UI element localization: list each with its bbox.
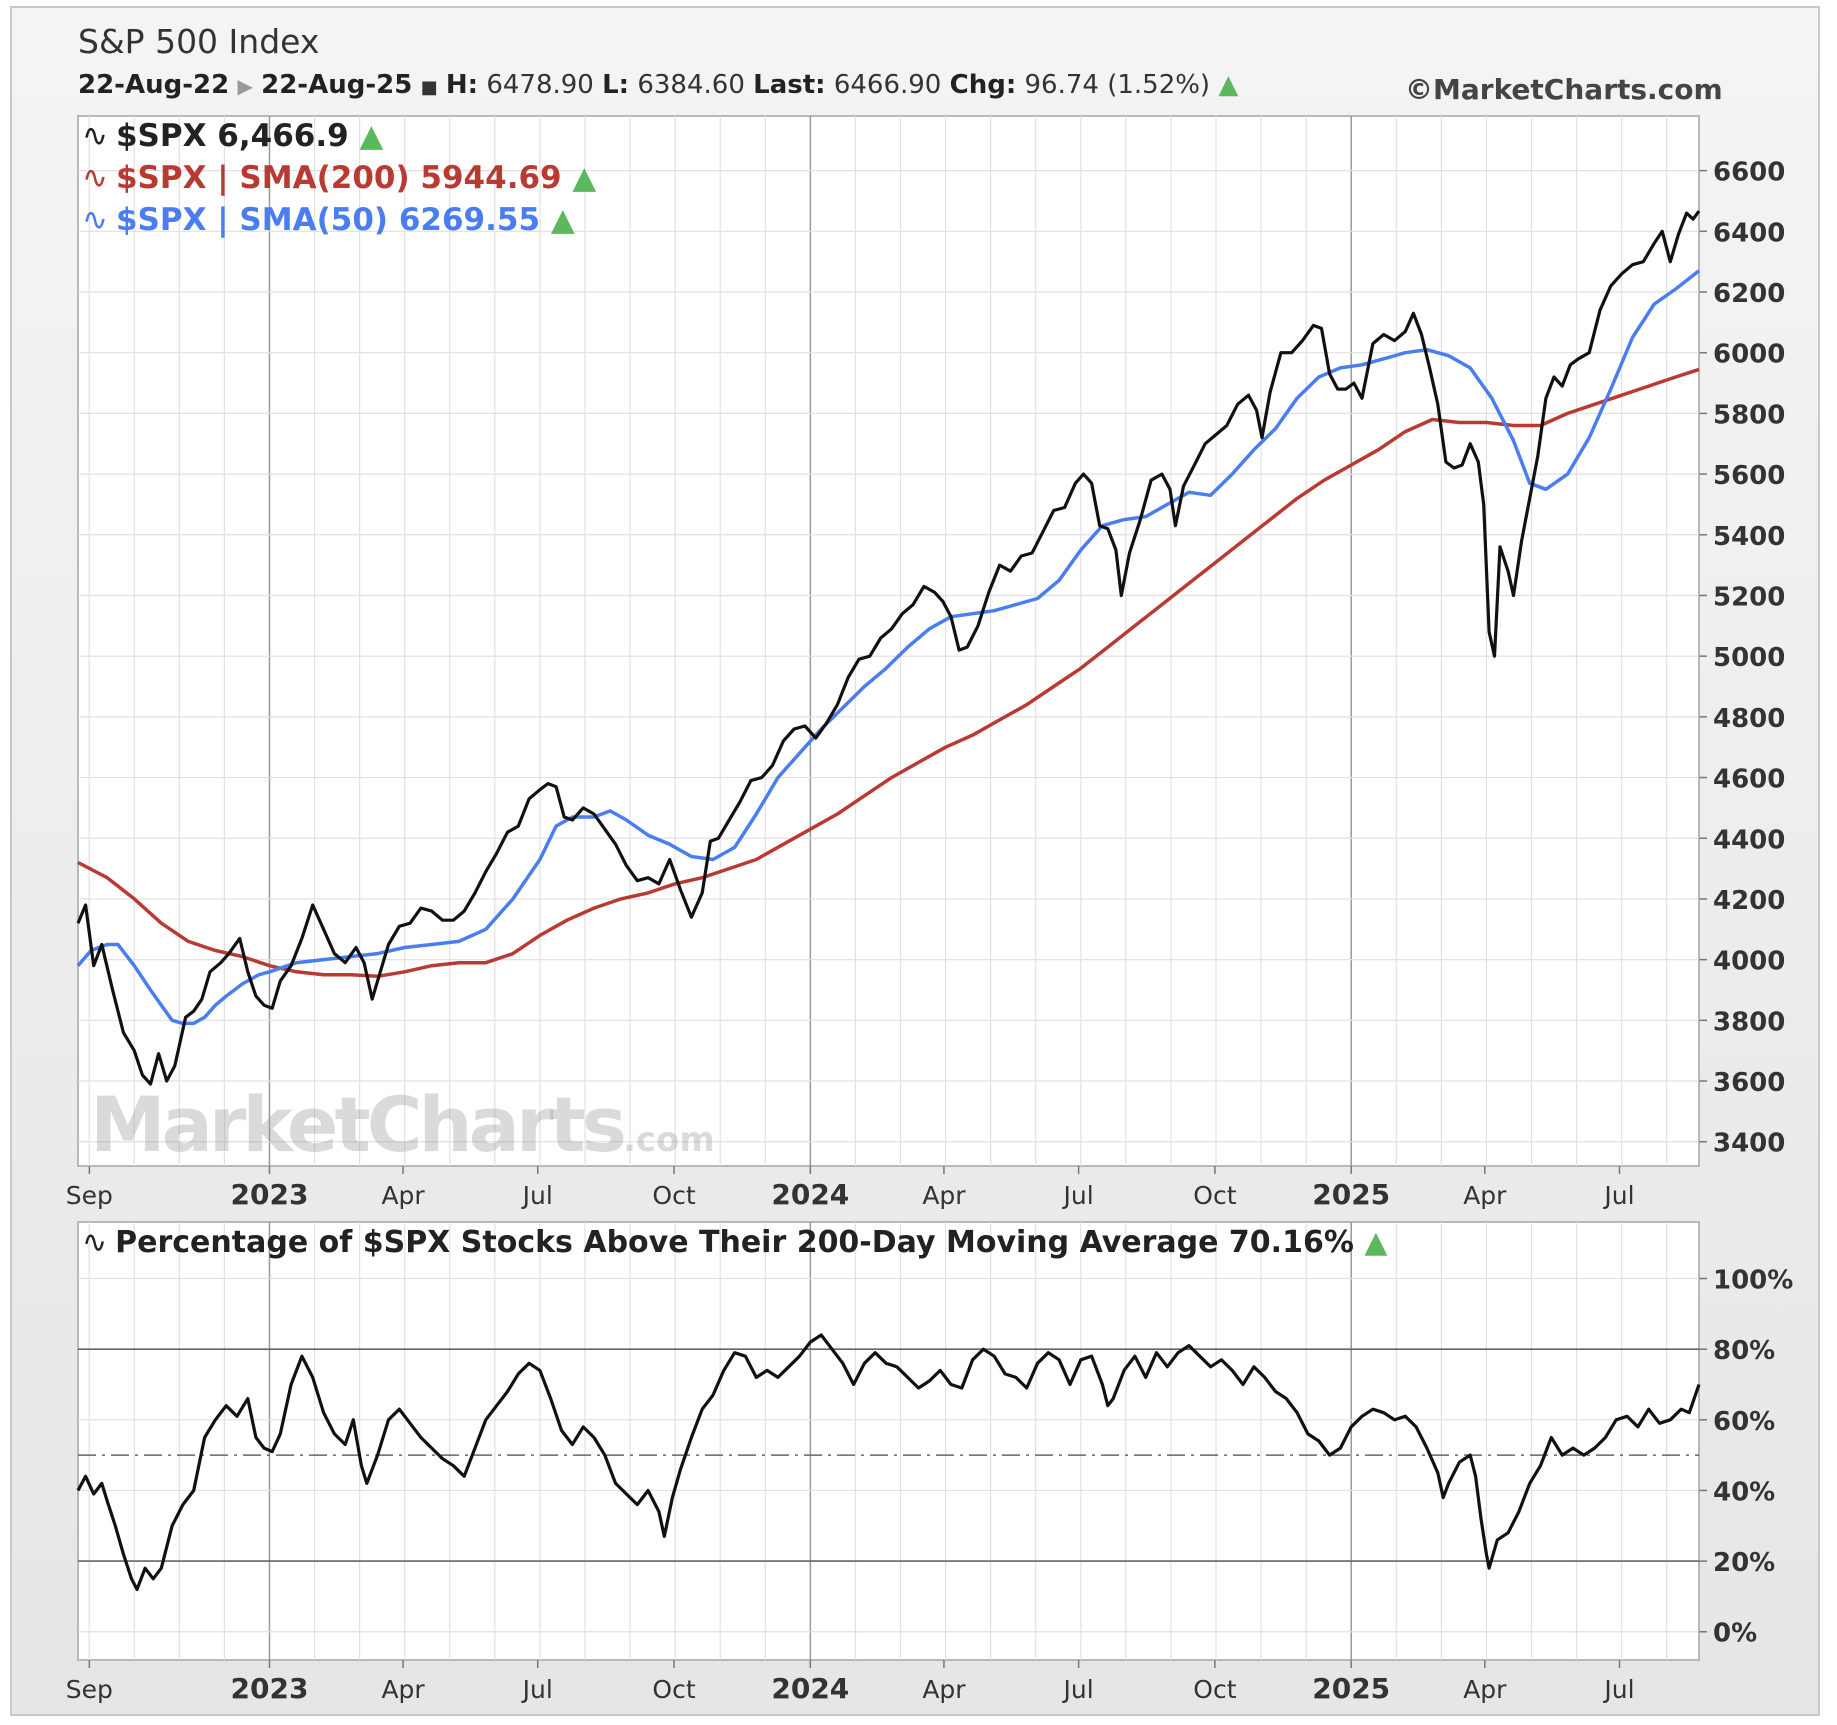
spx-price-line	[76, 210, 1701, 1086]
breadth-panel-xtick-label: 2025	[1312, 1672, 1390, 1705]
breadth-panel-ytick-label: 40%	[1713, 1477, 1775, 1507]
price-panel-ytick-label: 5800	[1713, 400, 1785, 430]
breadth-panel-ytick-label: 80%	[1713, 1336, 1775, 1366]
price-panel-ytick-label: 5400	[1713, 522, 1785, 552]
price-panel-ytick-label: 4400	[1713, 825, 1785, 855]
legend-sma200: ∿ $SPX | SMA(200) 5944.69 ▲	[82, 160, 597, 196]
price-panel-xtick-label: Jul	[1602, 1181, 1634, 1210]
sma50-line	[76, 269, 1701, 1026]
breadth-panel-xtick-label: Apr	[1463, 1675, 1507, 1704]
low-label: L:	[602, 70, 630, 100]
price-panel-xtick-label: Oct	[1193, 1181, 1236, 1210]
quote-info-bar: 22-Aug-22 ▶ 22-Aug-25 ■ H: 6478.90 L: 63…	[78, 70, 1238, 100]
price-panel-ytick-label: 3600	[1713, 1068, 1785, 1098]
price-panel-xtick-label: Oct	[652, 1181, 695, 1210]
price-panel-xtick-label: Apr	[381, 1181, 425, 1210]
legend-breadth: ∿ Percentage of $SPX Stocks Above Their 2…	[82, 1225, 1388, 1260]
up-triangle-icon: ▲	[1218, 70, 1239, 100]
price-panel-xtick-label: 2025	[1312, 1178, 1390, 1211]
price-panel-ytick-label: 3800	[1713, 1007, 1785, 1037]
price-panel-ytick-label: 4000	[1713, 947, 1785, 977]
high-value: 6478.90	[486, 70, 594, 100]
price-panel-xtick-label: Jul	[521, 1181, 553, 1210]
change-value: 96.74 (1.52%)	[1024, 70, 1211, 100]
breadth-panel-xtick-label: Oct	[652, 1675, 695, 1704]
line-chart-icon: ∿	[82, 160, 108, 196]
price-panel-xtick-label: Apr	[1463, 1181, 1507, 1210]
price-panel-ytick-label: 4800	[1713, 704, 1785, 734]
price-panel-ytick-label: 5600	[1713, 461, 1785, 491]
line-chart-icon: ∿	[82, 202, 108, 238]
square-bullet-icon: ■	[420, 77, 438, 98]
price-panel-xtick-label: 2024	[771, 1178, 849, 1211]
breadth-line	[76, 1333, 1701, 1592]
legend-sma50: ∿ $SPX | SMA(50) 6269.55 ▲	[82, 202, 575, 238]
breadth-panel-xtick-label: Oct	[1193, 1675, 1236, 1704]
price-panel-ytick-label: 4200	[1713, 886, 1785, 916]
change-label: Chg:	[949, 70, 1017, 100]
breadth-panel-xtick-label: 2024	[771, 1672, 849, 1705]
up-triangle-icon: ▲	[572, 160, 597, 196]
breadth-panel-xtick-label: Apr	[381, 1675, 425, 1704]
line-chart-icon: ∿	[82, 118, 108, 154]
watermark-logo: MarketCharts.com	[90, 1080, 715, 1169]
price-panel-ytick-label: 4600	[1713, 765, 1785, 795]
up-triangle-icon: ▲	[359, 118, 384, 154]
date-end: 22-Aug-25	[261, 70, 413, 100]
arrow-right-icon: ▶	[237, 74, 253, 98]
last-label: Last:	[753, 70, 826, 100]
price-panel-xtick-label: Jul	[1062, 1181, 1094, 1210]
last-value: 6466.90	[833, 70, 942, 100]
breadth-panel-ytick-label: 20%	[1713, 1548, 1775, 1578]
price-panel-xtick-label: 2023	[231, 1178, 309, 1211]
sma200-line	[77, 367, 1700, 979]
price-panel-ytick-label: 6400	[1713, 218, 1785, 248]
breadth-panel-xtick-label: Sep	[66, 1675, 113, 1704]
chart-title: S&P 500 Index	[78, 22, 320, 61]
price-panel-ytick-label: 5200	[1713, 582, 1785, 612]
breadth-panel-ytick-label: 0%	[1713, 1619, 1757, 1649]
up-triangle-icon: ▲	[1364, 1225, 1388, 1260]
breadth-panel-xtick-label: 2023	[231, 1672, 309, 1705]
breadth-panel-ytick-label: 60%	[1713, 1407, 1775, 1437]
price-panel-ytick-label: 6600	[1713, 158, 1785, 188]
up-triangle-icon: ▲	[550, 202, 575, 238]
breadth-panel-xtick-label: Apr	[922, 1675, 966, 1704]
price-panel-ytick-label: 5000	[1713, 643, 1785, 673]
high-label: H:	[445, 70, 479, 100]
date-start: 22-Aug-22	[78, 70, 230, 100]
price-panel-xtick-label: Apr	[922, 1181, 966, 1210]
price-panel-ytick-label: 6200	[1713, 279, 1785, 309]
price-panel-xtick-label: Sep	[66, 1181, 113, 1210]
price-panel-ytick-label: 6000	[1713, 340, 1785, 370]
legend-spx: ∿ $SPX 6,466.9 ▲	[82, 118, 384, 154]
breadth-panel-xtick-label: Jul	[1602, 1675, 1634, 1704]
breadth-panel-ytick-label: 100%	[1713, 1266, 1793, 1296]
copyright: ©MarketCharts.com	[1405, 73, 1723, 106]
breadth-panel-xtick-label: Jul	[1062, 1675, 1094, 1704]
breadth-panel-plot-area	[77, 1221, 1700, 1661]
line-chart-icon: ∿	[82, 1225, 108, 1260]
breadth-panel-xtick-label: Jul	[521, 1675, 553, 1704]
price-panel-plot-area	[77, 115, 1700, 1167]
low-value: 6384.60	[637, 70, 745, 100]
price-panel-ytick-label: 3400	[1713, 1129, 1785, 1159]
